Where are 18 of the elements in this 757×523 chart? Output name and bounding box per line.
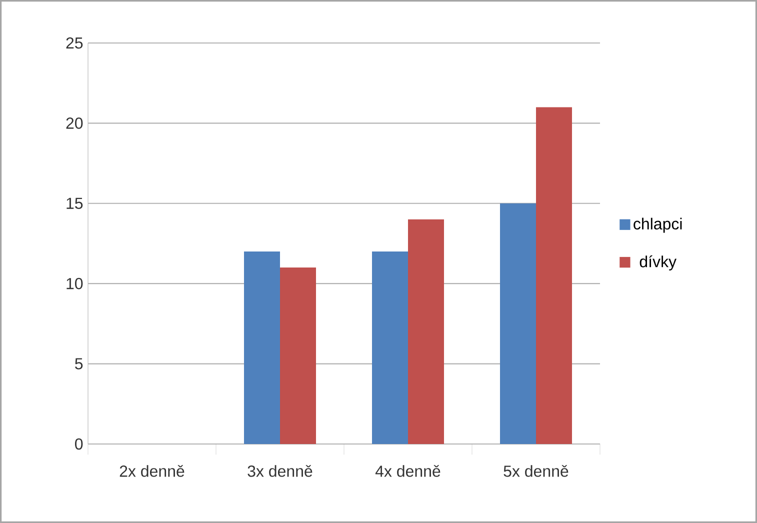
- x-tick-label: 3x denně: [248, 465, 312, 477]
- bar: [500, 203, 536, 444]
- legend-label: dívky: [640, 255, 676, 270]
- x-tick-label: 4x denně: [375, 465, 440, 477]
- y-tick-label: 10: [66, 278, 83, 290]
- bar: [408, 219, 444, 444]
- y-tick-label: 20: [66, 118, 83, 129]
- bar: [280, 268, 316, 444]
- x-tick-label: 2x denně: [120, 465, 184, 477]
- bar: [372, 252, 408, 444]
- legend-label: chlapci: [634, 218, 682, 233]
- y-tick-label: 5: [75, 358, 83, 370]
- y-tick-label: 0: [75, 438, 83, 450]
- y-tick-label: 15: [66, 198, 83, 209]
- bar: [536, 107, 572, 444]
- x-tick-label: 5x denně: [504, 465, 568, 477]
- y-tick-label: 25: [66, 37, 83, 49]
- bar: [244, 252, 280, 444]
